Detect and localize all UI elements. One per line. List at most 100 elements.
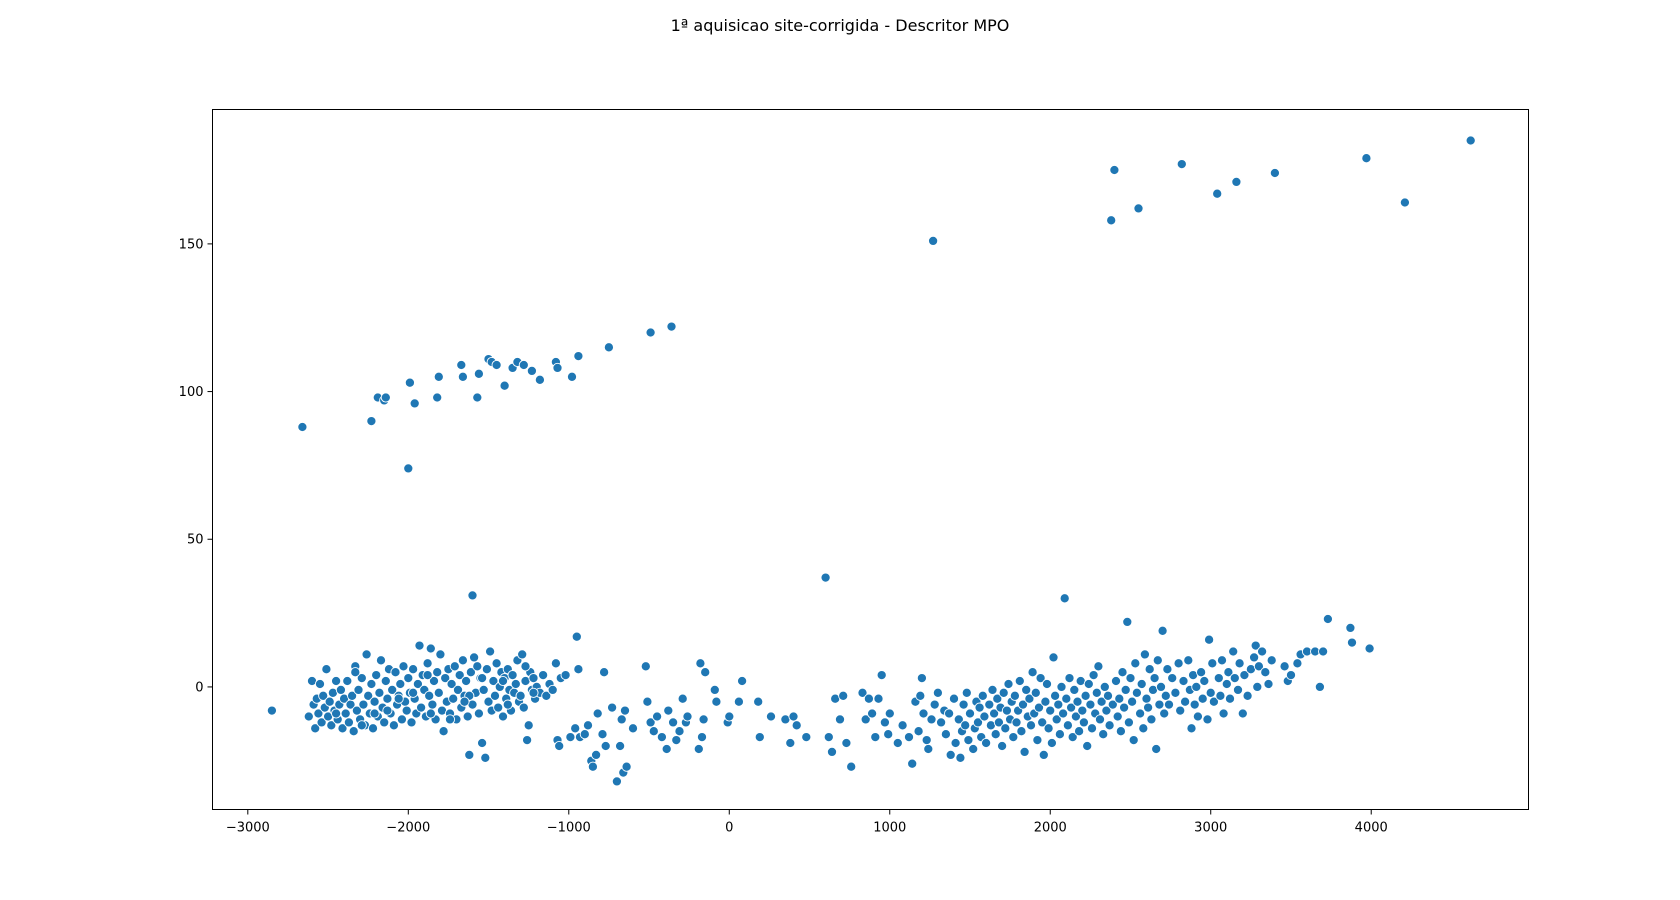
data-point xyxy=(363,690,374,701)
data-point xyxy=(395,678,406,690)
data-point xyxy=(1223,667,1234,678)
data-point xyxy=(1465,135,1476,146)
data-point xyxy=(1056,681,1067,692)
data-point xyxy=(382,705,393,716)
data-point xyxy=(992,693,1003,704)
data-point xyxy=(1038,749,1049,760)
data-point xyxy=(1125,673,1136,684)
data-point xyxy=(619,705,631,716)
data-point xyxy=(343,717,354,728)
data-point xyxy=(884,708,895,719)
data-point xyxy=(1135,708,1146,719)
data-point xyxy=(331,708,342,719)
data-point xyxy=(724,711,735,722)
data-point xyxy=(502,699,513,710)
data-point xyxy=(515,690,526,701)
data-point xyxy=(883,729,894,740)
data-point xyxy=(1101,705,1112,716)
data-point xyxy=(1192,711,1203,722)
data-point xyxy=(1345,622,1356,633)
data-point xyxy=(473,368,484,379)
data-point xyxy=(1077,705,1088,716)
data-point xyxy=(554,740,565,752)
data-point xyxy=(1239,670,1250,681)
data-point xyxy=(903,732,915,743)
data-point xyxy=(356,720,367,731)
data-point xyxy=(1234,658,1245,669)
data-point xyxy=(1016,726,1027,737)
data-point xyxy=(677,693,688,704)
data-point xyxy=(953,714,964,725)
data-point xyxy=(1058,708,1069,719)
data-point xyxy=(961,687,972,698)
x-tick-label: −3000 xyxy=(226,821,270,836)
data-point xyxy=(1109,164,1120,176)
data-point xyxy=(599,667,610,678)
data-point xyxy=(571,631,582,642)
data-point xyxy=(478,684,489,695)
data-point xyxy=(464,749,475,760)
data-point xyxy=(591,749,602,760)
data-point xyxy=(1139,649,1150,660)
data-point xyxy=(1180,696,1191,707)
data-point xyxy=(452,684,464,695)
data-point xyxy=(403,673,414,684)
data-point xyxy=(326,720,337,731)
data-point xyxy=(510,678,521,690)
data-point xyxy=(1228,646,1239,657)
data-point xyxy=(1115,726,1126,737)
data-point xyxy=(387,684,398,695)
data-point xyxy=(963,735,974,746)
data-point xyxy=(406,717,417,728)
data-point xyxy=(1120,684,1131,695)
data-point xyxy=(921,735,932,746)
points-layer xyxy=(266,135,1476,787)
data-point xyxy=(472,661,483,672)
data-point xyxy=(860,714,871,725)
data-point xyxy=(709,684,720,695)
data-point xyxy=(1085,699,1096,710)
data-point xyxy=(696,732,708,743)
data-point xyxy=(416,702,427,713)
data-point xyxy=(788,711,799,722)
data-point xyxy=(314,678,326,690)
data-point xyxy=(913,726,924,737)
data-point xyxy=(867,708,878,719)
data-point xyxy=(456,359,467,371)
data-point xyxy=(1232,684,1244,695)
data-point xyxy=(1322,613,1333,625)
data-point xyxy=(1149,673,1160,684)
data-point xyxy=(1054,729,1065,740)
data-point xyxy=(1086,723,1098,734)
data-point xyxy=(1215,690,1226,701)
data-point xyxy=(1127,696,1138,707)
data-point xyxy=(340,708,351,719)
data-point xyxy=(1136,678,1147,690)
data-point xyxy=(1221,678,1232,690)
data-point xyxy=(936,717,947,728)
data-point xyxy=(876,670,887,681)
data-point xyxy=(656,732,667,743)
data-point xyxy=(422,670,433,681)
data-point xyxy=(432,667,443,678)
data-point xyxy=(351,705,362,716)
data-point xyxy=(1130,658,1141,669)
data-point xyxy=(1035,673,1046,684)
data-point xyxy=(907,758,918,769)
data-point xyxy=(1051,714,1062,725)
data-point xyxy=(356,673,367,684)
data-point xyxy=(642,696,653,707)
data-point xyxy=(1083,678,1094,690)
data-point xyxy=(926,714,937,725)
data-point xyxy=(1131,687,1142,698)
data-point xyxy=(1001,705,1012,716)
data-point xyxy=(472,392,483,403)
data-point xyxy=(1123,717,1134,728)
data-point xyxy=(477,673,488,684)
data-point xyxy=(499,380,510,391)
data-point xyxy=(627,723,639,734)
data-point xyxy=(897,720,908,731)
data-point xyxy=(489,690,501,701)
data-point xyxy=(335,684,346,695)
data-point xyxy=(1096,696,1107,707)
